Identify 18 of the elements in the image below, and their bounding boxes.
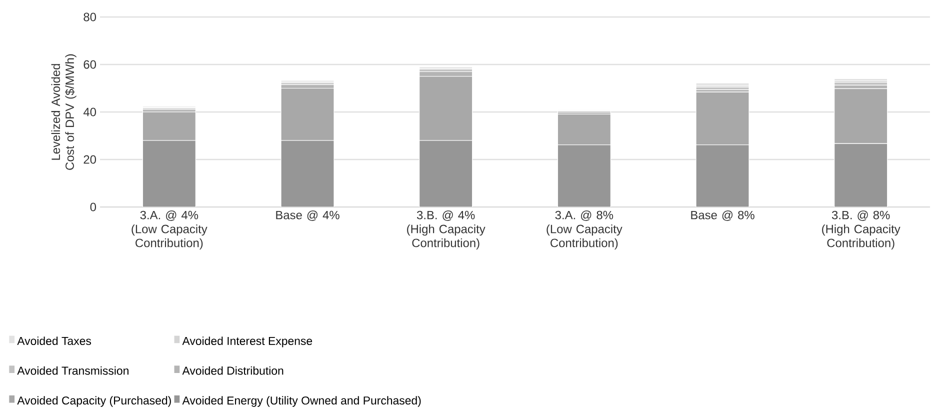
y-tick-label: 60 (84, 60, 96, 69)
y-axis-title: Levelized Avoided Cost of DPV ($/MWh) (51, 54, 76, 170)
x-tick-label: 3.A. @ 8% (Low Capacity Contribution) (546, 210, 622, 250)
y-tick-label: 0 (90, 202, 96, 212)
y-tick-label: 80 (84, 12, 96, 22)
legend-label: Avoided Distribution (182, 366, 284, 375)
y-tick-label: 20 (84, 155, 96, 164)
y-tick-label: 40 (83, 108, 96, 116)
legend-label: Avoided Interest Expense (182, 336, 312, 348)
x-tick-label: Base @ 8% (691, 210, 754, 221)
x-tick-label: 3.B. @ 4% (High Capacity Contribution) (407, 210, 486, 250)
x-tick-label: 3.B. @ 8% (High Capacity Contribution) (822, 210, 900, 250)
x-tick-label: Base @ 4% (276, 210, 340, 221)
legend-label: Avoided Capacity (Purchased) (17, 396, 171, 407)
legend-label: Avoided Transmission (17, 366, 128, 375)
x-tick-label: 3.A. @ 4% (Low Capacity Contribution) (132, 210, 208, 250)
legend-label: Avoided Energy (Utility Owned and Purchased) (182, 396, 421, 407)
legend-label: Avoided Taxes (17, 336, 92, 345)
